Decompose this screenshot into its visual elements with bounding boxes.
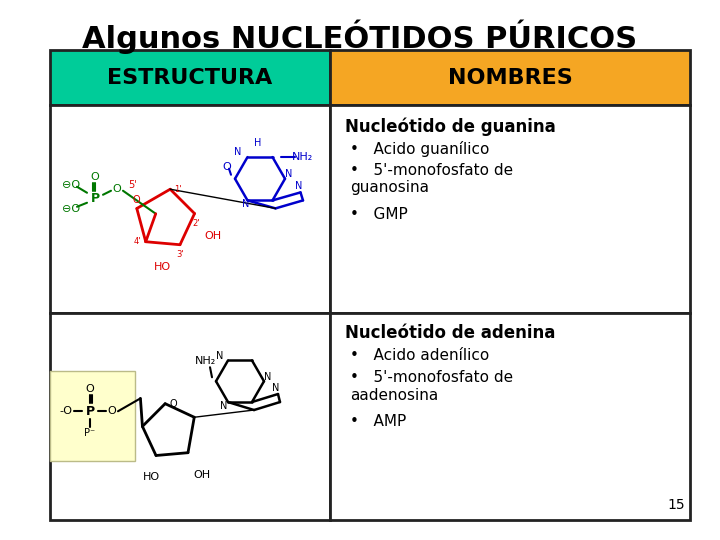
Text: NH₂: NH₂ <box>292 152 313 162</box>
Text: N: N <box>216 352 224 361</box>
Text: N: N <box>242 199 249 210</box>
Bar <box>50 313 330 520</box>
Bar <box>330 105 690 313</box>
Text: •   Acido guanílico: • Acido guanílico <box>350 141 490 157</box>
Text: O: O <box>112 184 122 194</box>
Text: ⊖O: ⊖O <box>62 180 80 190</box>
Text: O: O <box>107 406 117 416</box>
Text: -O: -O <box>60 406 73 416</box>
Text: N: N <box>285 168 293 179</box>
Text: NH₂: NH₂ <box>195 356 217 366</box>
Text: P: P <box>86 405 94 418</box>
Text: HO: HO <box>143 472 160 483</box>
Text: 1': 1' <box>174 185 182 194</box>
Text: P⁻: P⁻ <box>84 428 96 438</box>
Text: HO: HO <box>153 262 171 272</box>
Text: OH: OH <box>204 231 221 240</box>
Text: 2': 2' <box>193 219 200 228</box>
Text: N: N <box>294 181 302 191</box>
Text: NOMBRES: NOMBRES <box>448 68 572 87</box>
Text: •   5'-monofosfato de
aadenosina: • 5'-monofosfato de aadenosina <box>350 370 513 403</box>
Text: O: O <box>169 399 177 409</box>
Text: N: N <box>272 383 279 393</box>
Bar <box>50 50 330 105</box>
Text: N: N <box>264 372 271 382</box>
Text: Nucleótido de guanina: Nucleótido de guanina <box>345 117 556 136</box>
Text: •   5'-monofosfato de
guanosina: • 5'-monofosfato de guanosina <box>350 163 513 195</box>
Text: •   GMP: • GMP <box>350 207 408 222</box>
Bar <box>330 50 690 105</box>
Text: 4': 4' <box>134 237 141 246</box>
Text: 15: 15 <box>667 498 685 512</box>
Text: O: O <box>133 195 140 206</box>
Text: Algunos NUCLEÓTIDOS PÚRICOS: Algunos NUCLEÓTIDOS PÚRICOS <box>82 20 638 55</box>
Text: N: N <box>234 147 241 157</box>
Text: O: O <box>222 162 231 172</box>
Text: O: O <box>91 172 99 182</box>
Text: P: P <box>91 192 99 205</box>
Text: •   Acido adenílico: • Acido adenílico <box>350 348 490 363</box>
Text: H: H <box>254 138 261 148</box>
Bar <box>50 372 135 461</box>
Text: Nucleótido de adenina: Nucleótido de adenina <box>345 325 555 342</box>
Text: ESTRUCTURA: ESTRUCTURA <box>107 68 273 87</box>
Text: •   AMP: • AMP <box>350 415 406 429</box>
Text: ⊖O: ⊖O <box>62 204 80 214</box>
Text: 3': 3' <box>176 250 184 259</box>
Text: OH: OH <box>194 470 210 480</box>
Text: 5': 5' <box>129 180 138 190</box>
Bar <box>50 105 330 313</box>
Bar <box>330 313 690 520</box>
Text: N: N <box>220 401 228 411</box>
Text: O: O <box>86 384 94 394</box>
